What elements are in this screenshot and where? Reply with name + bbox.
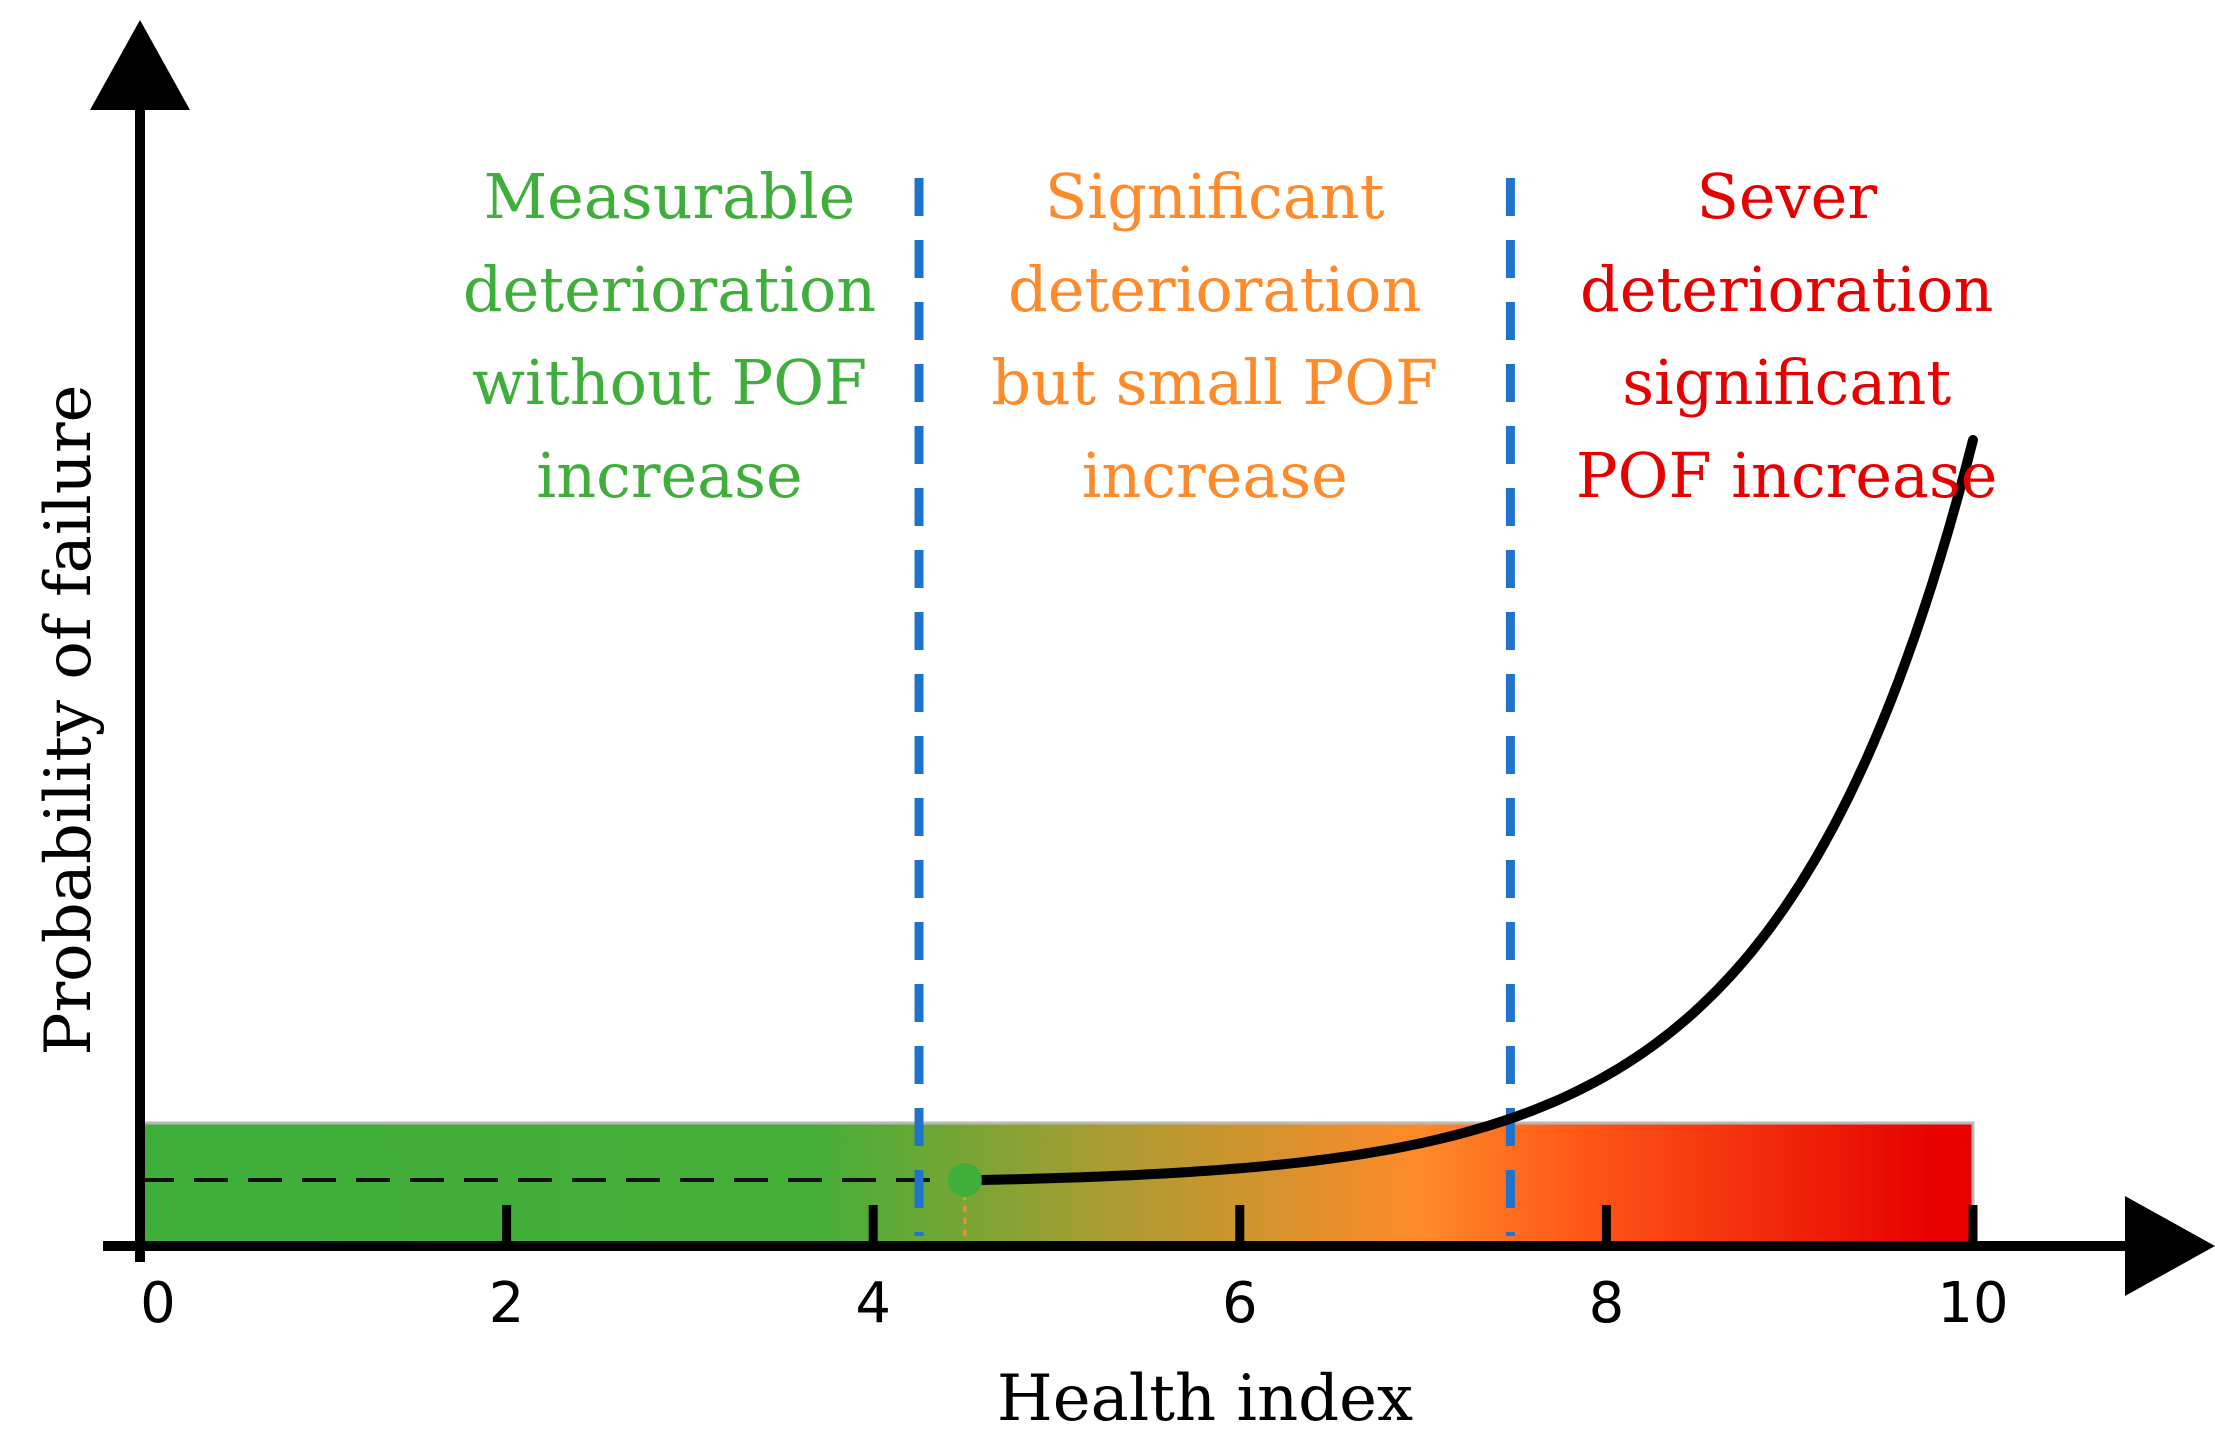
x-tick-label: 2 [489, 1271, 525, 1336]
zone-label-line: Sever [1696, 160, 1877, 233]
zone-label-line: POF increase [1576, 439, 1998, 512]
x-tick-label: 6 [1222, 1271, 1258, 1336]
x-axis-arrowhead [2125, 1196, 2215, 1296]
pof-curve [978, 435, 1978, 1185]
x-axis-tick-labels: 0 2 4 6 8 10 [140, 1271, 2008, 1336]
x-tick-label: 0 [140, 1271, 176, 1336]
current-state-marker [947, 1163, 982, 1197]
zone-label-line: deterioration [1580, 253, 1993, 326]
zone-label-green: Measurable deterioration without POF increa… [463, 160, 876, 512]
zone-label-line: without POF [472, 346, 867, 419]
y-axis-title: Probability of failure [32, 385, 106, 1056]
x-axis-ticks [502, 1205, 1978, 1246]
zone-label-line: but small POF [991, 346, 1438, 419]
zone-label-line: Significant [1045, 160, 1385, 233]
x-axis-title: Health index [997, 1362, 1413, 1436]
y-axis-arrowhead [90, 20, 190, 110]
zone-label-line: Measurable [484, 160, 856, 233]
zone-label-line: deterioration [463, 253, 876, 326]
zone-label-red: Sever deterioration significant POF increas… [1576, 160, 1998, 512]
x-tick-label: 4 [855, 1271, 891, 1336]
zone-label-line: increase [536, 439, 802, 512]
x-tick-label: 10 [1937, 1271, 2008, 1336]
health-gradient-bar [138, 1121, 1975, 1248]
x-tick-label: 8 [1589, 1271, 1625, 1336]
zone-label-line: deterioration [1008, 253, 1421, 326]
zone-label-line: increase [1082, 439, 1348, 512]
zone-label-line: significant [1622, 346, 1951, 419]
zone-label-orange: Significant deterioration but small POF inc… [991, 160, 1438, 512]
